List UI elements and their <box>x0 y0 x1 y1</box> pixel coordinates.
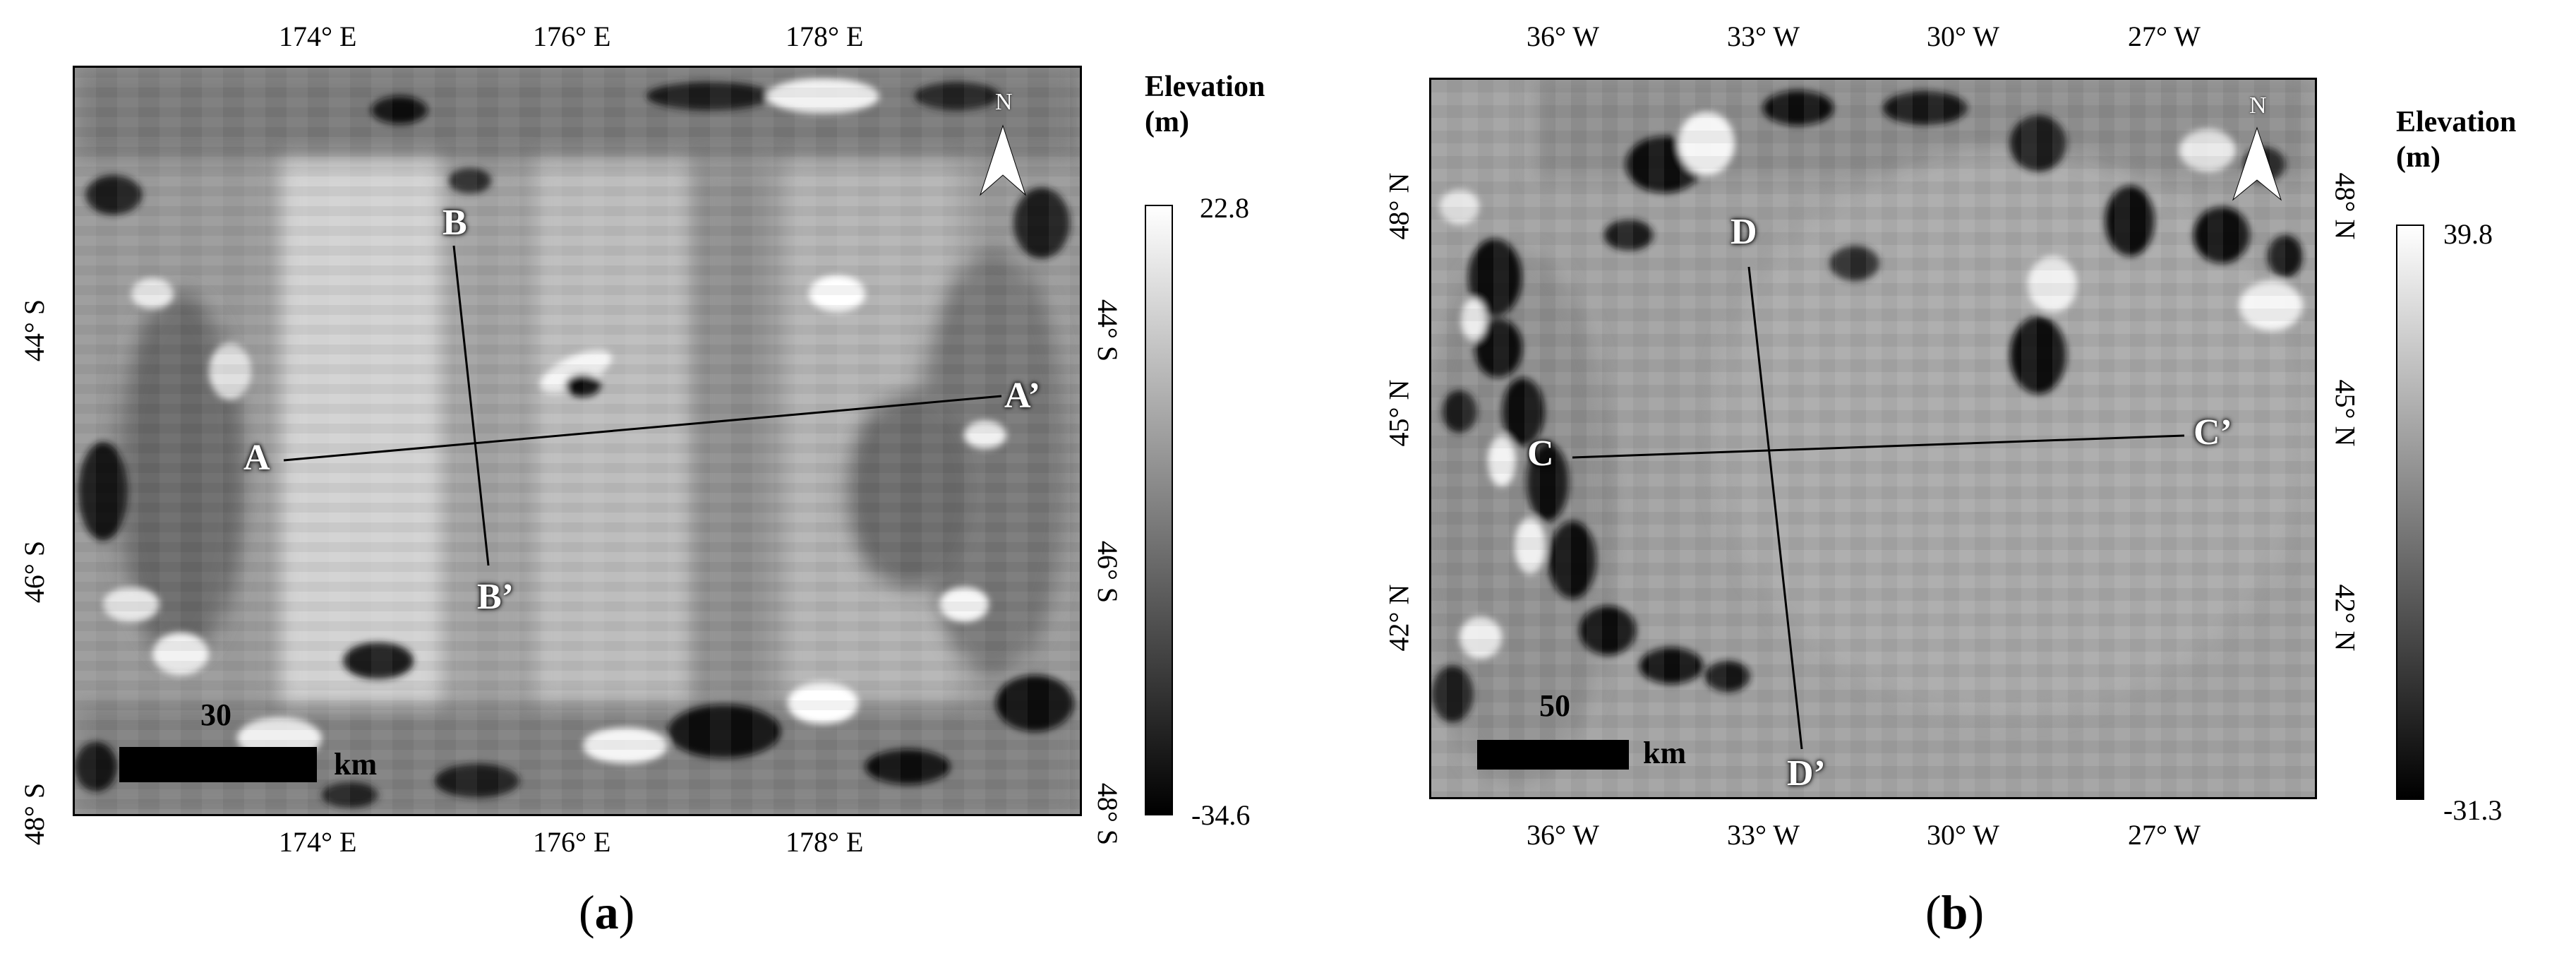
colorbar-title-line1: Elevation <box>1145 71 1265 103</box>
right-tick-44s: 44° S <box>1092 299 1124 362</box>
caption-b: (b) <box>1925 885 1985 939</box>
right-tick-48s: 48° S <box>1092 782 1124 846</box>
top-tick-176e: 176° E <box>533 20 611 52</box>
bottom-tick-178e: 178° E <box>786 826 864 858</box>
profile-label-d: D <box>1731 212 1757 252</box>
profile-label-c: C <box>1527 433 1554 474</box>
colorbar-b <box>2396 225 2424 800</box>
colorbar-min-a: -34.6 <box>1191 799 1251 831</box>
right-tick-45n: 45° N <box>2329 379 2361 447</box>
profile-line-dd <box>1747 266 1803 750</box>
elevation-map-b: N 50 km <box>1429 78 2317 799</box>
colorbar-max-b: 39.8 <box>2443 218 2493 250</box>
bottom-tick-36w: 36° W <box>1527 819 1600 851</box>
bottom-tick-27w: 27° W <box>2128 819 2201 851</box>
bottom-tick-33w: 33° W <box>1727 819 1800 851</box>
top-tick-33w: 33° W <box>1727 20 1800 52</box>
scale-value: 50 <box>1539 688 1570 723</box>
scale-bar <box>1477 740 1629 770</box>
elevation-raster-b <box>1431 80 2315 797</box>
north-arrow-icon: N <box>2229 92 2285 207</box>
colorbar-title-line1: Elevation <box>2396 106 2517 138</box>
scale-bar <box>119 747 317 782</box>
scale-value: 30 <box>200 698 231 732</box>
right-tick-42n: 42° N <box>2329 584 2361 652</box>
profile-line-bb <box>452 245 490 566</box>
left-tick-44s: 44° S <box>18 299 51 362</box>
profile-line-aa <box>283 395 1002 462</box>
elevation-map-a: N 30 km <box>73 66 1082 816</box>
top-tick-36w: 36° W <box>1527 20 1600 52</box>
profile-label-b-prime: B’ <box>477 577 514 617</box>
north-label: N <box>2249 92 2267 119</box>
left-tick-48n: 48° N <box>1383 172 1415 240</box>
colorbar-title-line2: (m) <box>2396 141 2440 174</box>
left-tick-46s: 46° S <box>18 540 51 604</box>
left-tick-42n: 42° N <box>1383 584 1415 652</box>
bottom-tick-30w: 30° W <box>1927 819 2000 851</box>
elevation-raster-a <box>75 68 1080 814</box>
profile-label-c-prime: C’ <box>2193 412 2232 453</box>
top-tick-178e: 178° E <box>786 20 864 52</box>
top-tick-27w: 27° W <box>2128 20 2201 52</box>
right-tick-46s: 46° S <box>1092 540 1124 604</box>
bottom-tick-174e: 174° E <box>279 826 357 858</box>
colorbar-max-a: 22.8 <box>1200 192 1249 224</box>
north-label: N <box>995 89 1013 115</box>
profile-label-a-prime: A’ <box>1004 376 1041 416</box>
colorbar-title-line2: (m) <box>1145 106 1189 138</box>
profile-label-b: B <box>443 203 467 243</box>
profile-line-cc <box>1572 434 2185 459</box>
caption-a: (a) <box>579 885 635 939</box>
scale-unit: km <box>1643 736 1687 770</box>
scale-unit: km <box>334 747 378 782</box>
profile-label-d-prime: D’ <box>1787 753 1826 794</box>
left-tick-48s: 48° S <box>18 782 51 846</box>
top-tick-30w: 30° W <box>1927 20 2000 52</box>
colorbar-title-b: Elevation (m) <box>2396 104 2516 175</box>
colorbar-a <box>1145 205 1173 815</box>
bottom-tick-176e: 176° E <box>533 826 611 858</box>
profile-label-a: A <box>243 438 270 478</box>
left-tick-45n: 45° N <box>1383 379 1415 447</box>
colorbar-min-b: -31.3 <box>2443 794 2503 826</box>
colorbar-title-a: Elevation (m) <box>1145 69 1265 140</box>
top-tick-174e: 174° E <box>279 20 357 52</box>
right-tick-48n: 48° N <box>2329 172 2361 240</box>
north-arrow-icon: N <box>975 89 1031 202</box>
